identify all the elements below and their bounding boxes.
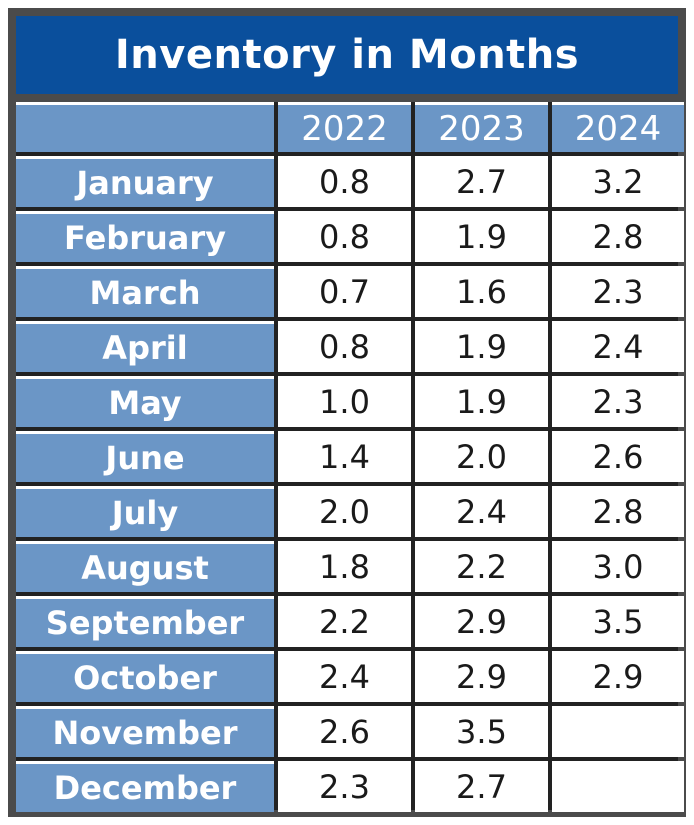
table-title: Inventory in Months — [114, 32, 580, 78]
table-cell: 2.3 — [278, 761, 411, 812]
table-cell: 2.0 — [415, 431, 548, 482]
table-cell: 2.6 — [278, 706, 411, 757]
row-label-april: April — [16, 321, 274, 372]
row-label-september: September — [16, 596, 274, 647]
row-label-july: July — [16, 486, 274, 537]
table-cell: 1.8 — [278, 541, 411, 592]
table-cell: 2.9 — [415, 651, 548, 702]
table-cell: 2.8 — [552, 211, 684, 262]
table-cell: 2.9 — [415, 596, 548, 647]
table-cell: 2.3 — [552, 266, 684, 317]
table-cell: 2.7 — [415, 156, 548, 207]
table-cell: 2.7 — [415, 761, 548, 812]
row-label-december: December — [16, 761, 274, 812]
table-cell: 0.7 — [278, 266, 411, 317]
title-bar: Inventory in Months — [16, 16, 678, 94]
table-cell: 2.2 — [278, 596, 411, 647]
row-label-november: November — [16, 706, 274, 757]
column-header-2024: 2024 — [552, 102, 684, 152]
row-label-june: June — [16, 431, 274, 482]
table-cell — [552, 706, 684, 757]
table-cell: 2.0 — [278, 486, 411, 537]
table-cell: 3.5 — [552, 596, 684, 647]
row-label-march: March — [16, 266, 274, 317]
table-cell: 2.6 — [552, 431, 684, 482]
data-table: 2022 2023 2024 January 0.8 2.7 3.2 February 0.8 1… — [16, 102, 684, 812]
table-cell: 2.9 — [552, 651, 684, 702]
table-cell — [552, 761, 684, 812]
table-cell: 1.6 — [415, 266, 548, 317]
table-cell: 1.9 — [415, 376, 548, 427]
table-cell: 2.4 — [552, 321, 684, 372]
column-header-2023: 2023 — [415, 102, 548, 152]
table-cell: 2.4 — [278, 651, 411, 702]
table-cell: 2.4 — [415, 486, 548, 537]
table-cell: 3.2 — [552, 156, 684, 207]
table-cell: 2.3 — [552, 376, 684, 427]
column-header-2022: 2022 — [278, 102, 411, 152]
row-label-may: May — [16, 376, 274, 427]
table-cell: 1.0 — [278, 376, 411, 427]
row-label-january: January — [16, 156, 274, 207]
table-cell: 0.8 — [278, 211, 411, 262]
table-cell: 1.9 — [415, 321, 548, 372]
table-cell: 0.8 — [278, 156, 411, 207]
table-cell: 1.4 — [278, 431, 411, 482]
table-cell: 3.5 — [415, 706, 548, 757]
row-label-october: October — [16, 651, 274, 702]
header-corner — [16, 102, 274, 152]
table-frame: Inventory in Months 2022 2023 2024 January 0… — [8, 8, 686, 817]
row-label-august: August — [16, 541, 274, 592]
table-cell: 1.9 — [415, 211, 548, 262]
table-cell: 3.0 — [552, 541, 684, 592]
table-cell: 2.8 — [552, 486, 684, 537]
row-label-february: February — [16, 211, 274, 262]
table-cell: 2.2 — [415, 541, 548, 592]
table-cell: 0.8 — [278, 321, 411, 372]
